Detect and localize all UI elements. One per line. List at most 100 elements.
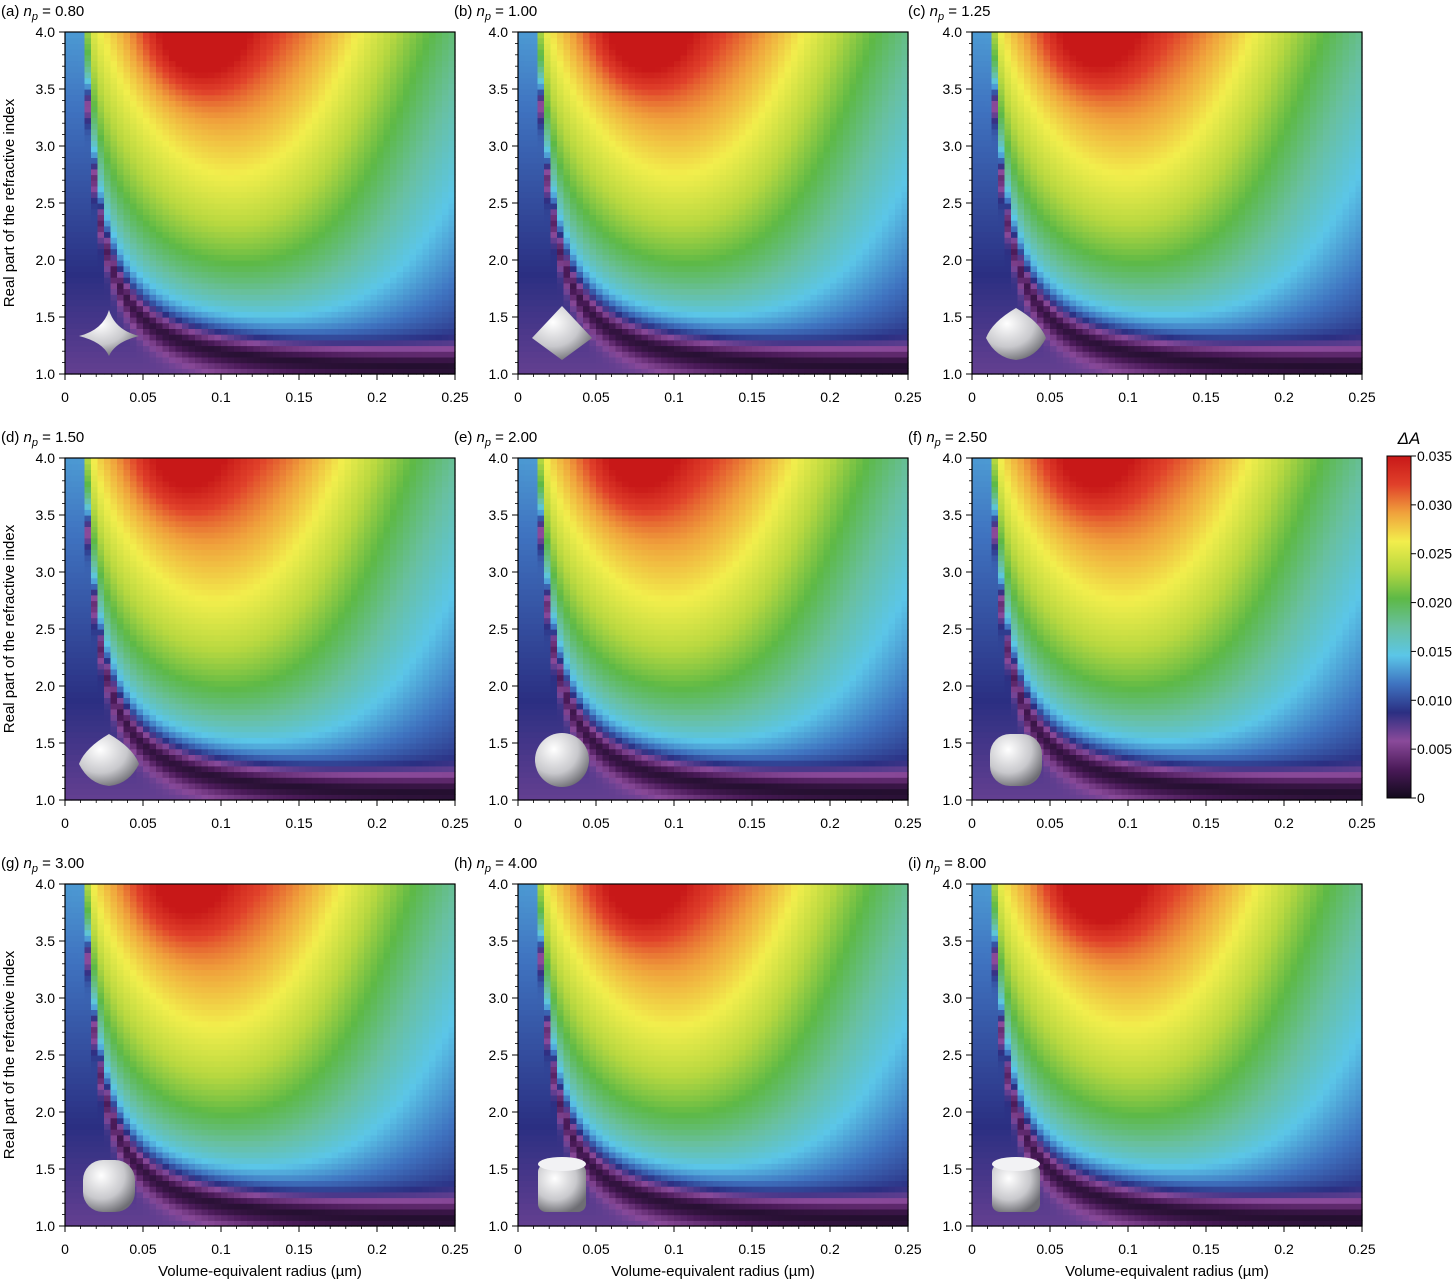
heatmap-cell (91, 368, 99, 375)
heatmap-cell (299, 288, 307, 295)
heatmap-cell (524, 66, 532, 73)
heatmap-cell (71, 146, 79, 153)
heatmap-cell (338, 203, 346, 210)
heatmap-cell (130, 225, 138, 233)
heatmap-cell (524, 197, 532, 204)
heatmap-cell (156, 32, 164, 39)
heatmap-cell (338, 49, 346, 56)
heatmap-cell (97, 191, 105, 198)
heatmap-cell (149, 220, 157, 227)
heatmap-cell (570, 83, 578, 90)
heatmap-cell (253, 220, 261, 227)
heatmap-cell (370, 140, 378, 147)
heatmap-cell (364, 60, 372, 67)
heatmap-cell (403, 225, 411, 233)
heatmap-cell (279, 185, 287, 193)
heatmap-cell (641, 362, 649, 369)
heatmap-cell (422, 362, 430, 369)
heatmap-cell (240, 294, 248, 301)
heatmap-cell (182, 208, 190, 215)
heatmap-cell (403, 89, 411, 96)
heatmap-cell (635, 157, 643, 164)
heatmap-cell (221, 237, 229, 244)
heatmap-cell (602, 214, 610, 221)
heatmap-cell (104, 71, 112, 79)
heatmap-cell (201, 146, 209, 153)
heatmap-cell (78, 32, 86, 39)
heatmap-cell (344, 32, 352, 39)
heatmap-cell (156, 282, 164, 290)
heatmap-cell (377, 231, 385, 238)
heatmap-cell (550, 185, 558, 193)
heatmap-cell (338, 32, 346, 39)
heatmap-cell (609, 106, 617, 113)
heatmap-cell (544, 351, 552, 358)
heatmap-cell (550, 89, 558, 96)
heatmap-cell (78, 157, 86, 164)
heatmap-cell (247, 163, 255, 170)
heatmap-cell (221, 43, 229, 50)
heatmap-cell (429, 180, 437, 187)
heatmap-cell (188, 180, 196, 187)
heatmap-cell (628, 157, 636, 164)
heatmap-cell (169, 311, 177, 318)
heatmap-cell (97, 197, 105, 204)
heatmap-cell (416, 214, 424, 221)
heatmap-cell (537, 265, 545, 272)
heatmap-cell (518, 185, 526, 193)
heatmap-cell (589, 151, 597, 158)
heatmap-cell (654, 151, 662, 158)
heatmap-cell (104, 140, 112, 147)
heatmap-cell (195, 157, 203, 164)
heatmap-cell (615, 214, 623, 221)
heatmap-cell (260, 242, 268, 250)
heatmap-cell (429, 117, 437, 124)
heatmap-cell (589, 220, 597, 227)
heatmap-cell (84, 111, 92, 119)
heatmap-cell (149, 322, 157, 329)
heatmap-cell (169, 248, 177, 255)
heatmap-cell (370, 322, 378, 329)
heatmap-cell (563, 180, 571, 187)
heatmap-cell (149, 328, 157, 335)
heatmap-cell (602, 71, 610, 79)
heatmap-cell (110, 254, 118, 261)
heatmap-cell (240, 299, 248, 307)
heatmap-cell (169, 214, 177, 221)
heatmap-cell (422, 60, 430, 67)
heatmap-cell (188, 237, 196, 244)
heatmap-cell (305, 168, 313, 176)
heatmap-cell (357, 128, 365, 136)
heatmap-cell (169, 288, 177, 295)
heatmap-cell (448, 322, 456, 329)
heatmap-cell (589, 66, 597, 73)
heatmap-cell (429, 140, 437, 147)
heatmap-cell (622, 168, 630, 176)
heatmap-cell (377, 128, 385, 136)
heatmap-cell (318, 362, 326, 369)
heatmap-cell (390, 299, 398, 307)
heatmap-cell (422, 203, 430, 210)
heatmap-cell (182, 294, 190, 301)
heatmap-cell (104, 163, 112, 170)
heatmap-cell (570, 185, 578, 193)
heatmap-cell (149, 368, 157, 375)
heatmap-cell (149, 66, 157, 73)
heatmap-cell (576, 111, 584, 119)
heatmap-cell (169, 242, 177, 250)
heatmap-cell (208, 368, 216, 375)
heatmap-cell (91, 89, 99, 96)
heatmap-cell (286, 248, 294, 255)
heatmap-cell (149, 288, 157, 295)
heatmap-cell (104, 214, 112, 221)
heatmap-cell (518, 71, 526, 79)
heatmap-cell (292, 71, 300, 79)
heatmap-cell (344, 128, 352, 136)
heatmap-cell (390, 71, 398, 79)
heatmap-cell (227, 203, 235, 210)
heatmap-cell (156, 151, 164, 158)
heatmap-cell (531, 83, 539, 90)
heatmap-cell (563, 208, 571, 215)
heatmap-cell (422, 299, 430, 307)
heatmap-cell (143, 322, 151, 329)
